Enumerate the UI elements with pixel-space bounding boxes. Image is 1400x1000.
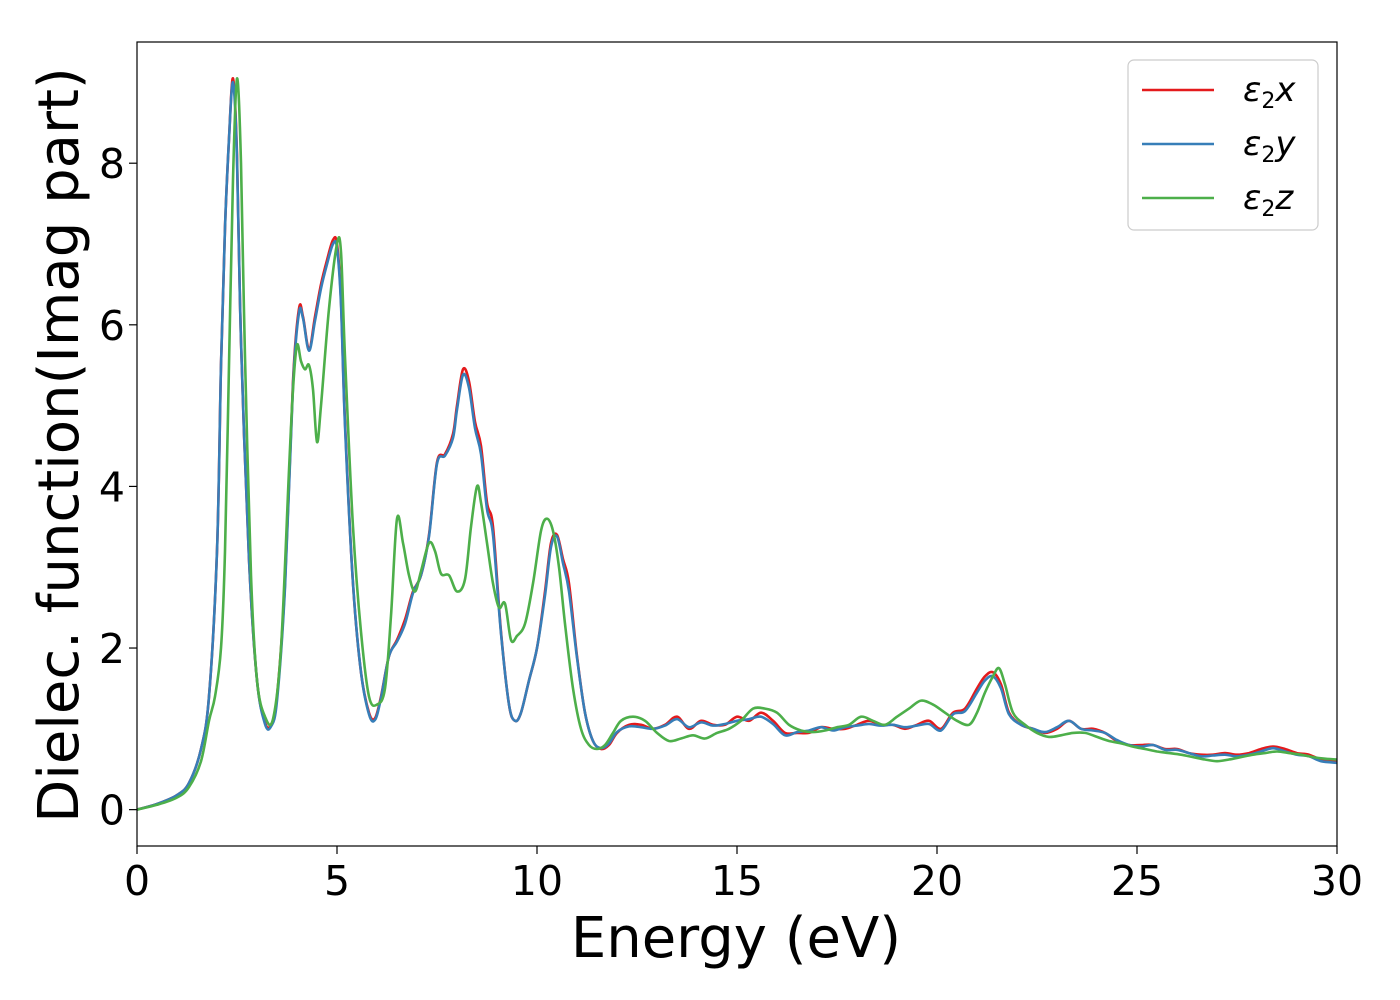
legend-items: ε2x ε2y ε2z [1142, 70, 1296, 222]
legend: ε2x ε2y ε2z [1127, 59, 1319, 231]
series-line-z [136, 77, 1338, 811]
x-tick-label: 25 [1111, 857, 1163, 905]
x-axis-label: Energy (eV) [571, 906, 901, 971]
x-tick-label: 0 [124, 857, 150, 905]
y-tick-label: 6 [99, 302, 125, 350]
x-tick-label: 20 [911, 857, 963, 905]
x-tick-label: 5 [324, 857, 350, 905]
y-tick-label: 4 [99, 463, 125, 511]
legend-box [1127, 59, 1319, 231]
y-axis-label: Dielec. function(Imag part) [27, 67, 92, 823]
y-tick-label: 8 [99, 140, 125, 188]
ticks-layer: 0 5 10 15 20 25 30 0 2 4 6 8 [99, 140, 1363, 905]
legend-label-x: ε2x [1243, 70, 1296, 114]
legend-label-y: ε2y [1243, 124, 1296, 168]
series-layer [136, 77, 1338, 811]
x-tick-label: 15 [711, 857, 763, 905]
x-tick-label: 10 [511, 857, 563, 905]
y-tick-label: 2 [99, 625, 125, 673]
y-tick-label: 0 [99, 787, 125, 835]
x-tick-label: 30 [1311, 857, 1363, 905]
legend-label-z: ε2z [1243, 178, 1294, 222]
